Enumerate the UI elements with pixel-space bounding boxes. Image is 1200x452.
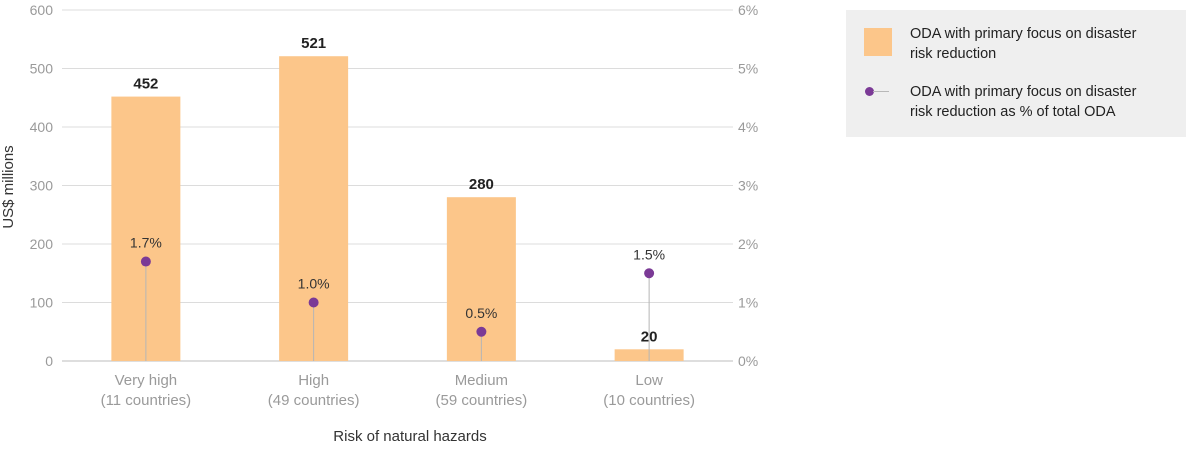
y2-tick-label: 0% <box>738 353 758 369</box>
x-tick-label: Medium <box>455 372 508 389</box>
y-tick-label: 600 <box>30 2 54 18</box>
bar-value-label: 452 <box>133 76 158 93</box>
percent-point <box>644 268 655 279</box>
legend: ODA with primary focus on disaster risk … <box>846 10 1186 137</box>
legend-item-dot: ODA with primary focus on disaster risk … <box>864 82 1170 122</box>
x-tick-label: Low <box>635 372 663 389</box>
legend-dot-label-line2: risk reduction as % of total ODA <box>910 104 1116 120</box>
percent-value-label: 0.5% <box>465 305 497 321</box>
legend-bar-label-line1: ODA with primary focus on disaster <box>910 26 1137 42</box>
legend-bar-label-line2: risk reduction <box>910 46 997 62</box>
bar-value-label: 521 <box>301 35 326 52</box>
y2-tick-label: 6% <box>738 2 758 18</box>
bar-value-label: 280 <box>469 176 494 193</box>
percent-value-label: 1.0% <box>298 276 330 292</box>
legend-bar-label: ODA with primary focus on disaster risk … <box>910 24 1160 64</box>
legend-dot-label-line1: ODA with primary focus on disaster <box>910 84 1137 100</box>
y-tick-label: 200 <box>30 236 54 252</box>
legend-bar-swatch <box>864 28 892 56</box>
percent-value-label: 1.7% <box>130 235 162 251</box>
x-tick-label: Very high <box>115 372 178 389</box>
legend-line-icon <box>873 91 889 92</box>
y2-tick-label: 1% <box>738 295 758 311</box>
legend-item-bar: ODA with primary focus on disaster risk … <box>864 24 1170 64</box>
percent-value-label: 1.5% <box>633 246 665 262</box>
x-tick-sublabel: (10 countries) <box>603 392 695 409</box>
percent-point <box>476 326 487 337</box>
y-tick-label: 500 <box>30 61 54 77</box>
legend-dot-marker <box>864 82 892 102</box>
legend-dot-label: ODA with primary focus on disaster risk … <box>910 82 1160 122</box>
legend-dot-icon <box>865 87 874 96</box>
y2-tick-label: 2% <box>738 236 758 252</box>
y2-tick-label: 3% <box>738 178 758 194</box>
y-tick-label: 400 <box>30 119 54 135</box>
chart: US$ millions Risk of natural hazards 0 10… <box>0 2 758 445</box>
percent-point <box>308 297 319 308</box>
y-axis-title: US$ millions <box>0 145 17 228</box>
y-tick-label: 100 <box>30 295 54 311</box>
y2-tick-label: 4% <box>738 119 758 135</box>
y2-tick-label: 5% <box>738 61 758 77</box>
y-tick-label: 300 <box>30 178 54 194</box>
percent-point <box>140 256 151 267</box>
x-tick-sublabel: (49 countries) <box>268 392 360 409</box>
y-tick-label: 0 <box>45 353 53 369</box>
x-tick-sublabel: (59 countries) <box>436 392 528 409</box>
x-axis-title: Risk of natural hazards <box>333 428 486 445</box>
x-tick-sublabel: (11 countries) <box>101 392 192 409</box>
x-tick-label: High <box>298 372 329 389</box>
